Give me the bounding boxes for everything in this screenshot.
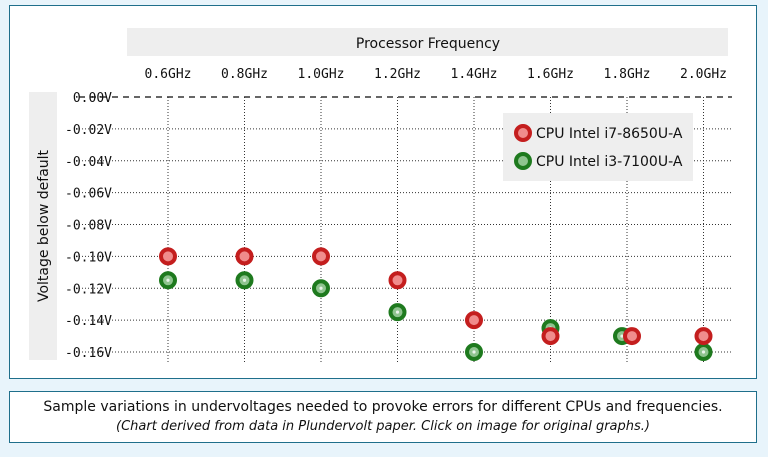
data-point-center-dot	[620, 334, 624, 338]
x-tick-label: 1.0GHz	[298, 67, 345, 82]
data-point-i7	[388, 271, 407, 290]
legend-label-i3: CPU Intel i3-7100U-A	[536, 154, 683, 170]
x-tick-label: 1.4GHz	[451, 67, 498, 82]
x-axis-title-band	[127, 28, 728, 56]
data-point-i7	[623, 327, 641, 346]
y-tick-label: -0.02V	[65, 123, 112, 138]
x-tick-labels: 0.6GHz 0.8GHz 1.0GHz 1.2GHz 1.4GHz 1.6GHz 1.8G…	[145, 67, 727, 82]
data-point-center-dot	[166, 278, 170, 282]
y-tick-label: -0.14V	[65, 314, 112, 329]
y-tick-label: -0.04V	[65, 155, 112, 170]
y-axis-title: Voltage below default	[36, 149, 52, 302]
y-tick-label: -0.08V	[65, 219, 112, 234]
data-point-center-dot	[395, 310, 400, 314]
x-tick-label: 1.2GHz	[374, 67, 421, 82]
y-tick-label: -0.16V	[65, 346, 112, 361]
data-point-center-dot	[319, 286, 323, 290]
data-point-center-dot	[472, 350, 476, 354]
data-point-i7	[465, 311, 483, 330]
caption-source-note: (Chart derived from data in Plundervolt …	[116, 419, 650, 434]
x-tick-label: 1.8GHz	[604, 67, 651, 82]
x-axis-title: Processor Frequency	[356, 36, 500, 52]
data-point-i7	[541, 327, 560, 346]
legend-label-i7: CPU Intel i7-8650U-A	[536, 126, 683, 142]
legend-marker-i7	[514, 124, 532, 142]
scatter-chart: Processor Frequency Voltage below defaul…	[29, 28, 732, 364]
y-tick-label: -0.10V	[65, 250, 112, 265]
x-tick-label: 2.0GHz	[680, 67, 727, 82]
data-point-center-dot	[701, 350, 706, 354]
x-tick-label: 0.6GHz	[145, 67, 192, 82]
y-tick-label: 0.00V	[73, 91, 112, 106]
y-tick-label: -0.12V	[65, 282, 112, 297]
y-tick-label: -0.06V	[65, 187, 112, 202]
caption-text: Sample variations in undervoltages neede…	[43, 399, 723, 415]
y-axis-title-band	[29, 92, 57, 360]
data-points	[159, 247, 713, 361]
chart-panel[interactable]: Processor Frequency Voltage below defaul…	[9, 5, 757, 379]
data-point-i7	[312, 247, 330, 266]
data-point-i7	[235, 247, 254, 266]
legend-box	[503, 113, 693, 181]
legend-marker-i3	[514, 152, 532, 170]
data-point-i7	[159, 247, 177, 266]
data-point-center-dot	[242, 278, 247, 282]
legend: CPU Intel i7-8650U-A CPU Intel i3-7100U-…	[503, 113, 693, 181]
x-tick-label: 1.6GHz	[527, 67, 574, 82]
x-tick-label: 0.8GHz	[221, 67, 268, 82]
data-point-i7	[694, 327, 713, 346]
y-tick-labels: 0.00V -0.02V -0.04V -0.06V -0.08V -0.10V -0.12…	[65, 91, 112, 361]
caption-panel: Sample variations in undervoltages neede…	[9, 391, 757, 443]
